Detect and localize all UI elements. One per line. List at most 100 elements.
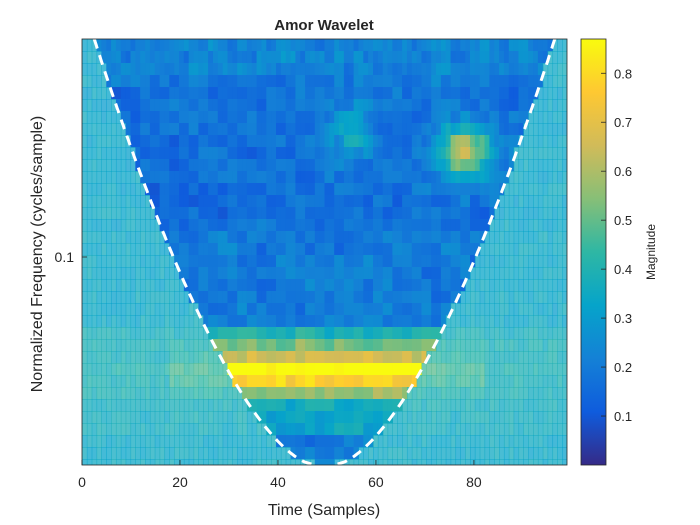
heatmap-cell: [295, 327, 301, 340]
heatmap-cell: [552, 183, 558, 196]
heatmap-cell: [208, 75, 214, 88]
heatmap-cell: [411, 99, 418, 112]
heatmap-cell: [523, 423, 529, 436]
heatmap-cell: [348, 231, 355, 244]
heatmap-cell: [222, 183, 229, 196]
heatmap-cell: [115, 63, 122, 76]
heatmap-cell: [479, 387, 486, 400]
heatmap-cell: [145, 243, 151, 256]
heatmap-cell: [179, 195, 185, 208]
heatmap-cell: [222, 435, 229, 448]
heatmap-cell: [484, 291, 490, 304]
heatmap-cell: [455, 459, 461, 465]
heatmap-cell: [115, 363, 122, 376]
heatmap-cell: [431, 219, 437, 232]
heatmap-cell: [499, 87, 505, 100]
heatmap-cell: [508, 111, 515, 124]
heatmap-cell: [261, 459, 267, 465]
heatmap-cell: [319, 39, 326, 52]
heatmap-cell: [402, 183, 408, 196]
heatmap-cell: [489, 387, 495, 400]
heatmap-cell: [339, 375, 345, 388]
heatmap-cell: [271, 399, 277, 412]
heatmap-cell: [203, 231, 209, 244]
heatmap-cell: [164, 147, 170, 160]
heatmap-cell: [339, 387, 345, 400]
heatmap-cell: [406, 111, 413, 124]
heatmap-cell: [329, 75, 335, 88]
heatmap-cell: [290, 39, 296, 52]
heatmap-cell: [343, 111, 350, 124]
heatmap-cell: [552, 363, 558, 376]
heatmap-cell: [179, 447, 185, 460]
heatmap-cell: [309, 267, 316, 280]
heatmap-cell: [523, 339, 529, 352]
heatmap-cell: [130, 231, 136, 244]
heatmap-cell: [479, 399, 486, 412]
heatmap-cell: [508, 399, 515, 412]
heatmap-cell: [106, 315, 112, 328]
heatmap-cell: [440, 159, 447, 172]
heatmap-cell: [305, 351, 311, 364]
heatmap-cell: [174, 291, 180, 304]
heatmap-cell: [246, 363, 253, 376]
heatmap-cell: [392, 435, 398, 448]
heatmap-cell: [450, 159, 457, 172]
x-tick-label: 80: [466, 474, 482, 490]
heatmap-cell: [508, 135, 515, 148]
heatmap-cell: [130, 51, 136, 64]
heatmap-cell: [86, 279, 93, 292]
plot-frame: [81, 38, 568, 466]
heatmap-cell: [440, 183, 447, 196]
heatmap-cell: [474, 363, 481, 376]
heatmap-cell: [106, 243, 112, 256]
heatmap-cell: [503, 315, 510, 328]
heatmap-cell: [140, 411, 146, 424]
heatmap-cell: [125, 183, 132, 196]
heatmap-cell: [212, 303, 219, 316]
heatmap-cell: [339, 75, 345, 88]
heatmap-cell: [499, 111, 505, 124]
heatmap-cell: [242, 195, 248, 208]
heatmap-cell: [300, 207, 306, 220]
heatmap-cell: [489, 183, 495, 196]
heatmap-cell: [256, 243, 263, 256]
heatmap-cell: [474, 171, 481, 184]
heatmap-cell: [547, 63, 554, 76]
heatmap-cell: [557, 99, 563, 112]
heatmap-cell: [373, 51, 379, 64]
heatmap-cell: [159, 135, 166, 148]
heatmap-cell: [484, 267, 490, 280]
heatmap-cell: [557, 267, 563, 280]
heatmap-cell: [421, 231, 427, 244]
heatmap-cell: [552, 75, 558, 88]
heatmap-cell: [295, 339, 301, 352]
heatmap-cell: [115, 171, 122, 184]
heatmap-cell: [295, 219, 301, 232]
heatmap-cell: [149, 111, 156, 124]
heatmap-cell: [145, 459, 151, 465]
heatmap-cell: [319, 123, 326, 136]
heatmap-cell: [377, 339, 384, 352]
heatmap-cell: [329, 63, 335, 76]
heatmap-cell: [125, 123, 132, 136]
heatmap-cell: [193, 63, 199, 76]
heatmap-cell: [518, 267, 524, 280]
heatmap-cell: [135, 339, 141, 352]
heatmap-cell: [387, 303, 393, 316]
heatmap-cell: [212, 99, 219, 112]
heatmap-cell: [523, 75, 529, 88]
heatmap-cell: [343, 51, 350, 64]
heatmap-cell: [130, 423, 136, 436]
heatmap-cell: [285, 411, 292, 424]
heatmap-cell: [402, 87, 408, 100]
heatmap-cell: [154, 255, 161, 268]
heatmap-cell: [271, 423, 277, 436]
heatmap-cell: [145, 327, 151, 340]
heatmap-cell: [290, 327, 296, 340]
heatmap-cell: [431, 327, 437, 340]
heatmap-cell: [222, 363, 229, 376]
heatmap-cell: [159, 423, 166, 436]
heatmap-cell: [164, 387, 170, 400]
heatmap-cell: [329, 423, 335, 436]
